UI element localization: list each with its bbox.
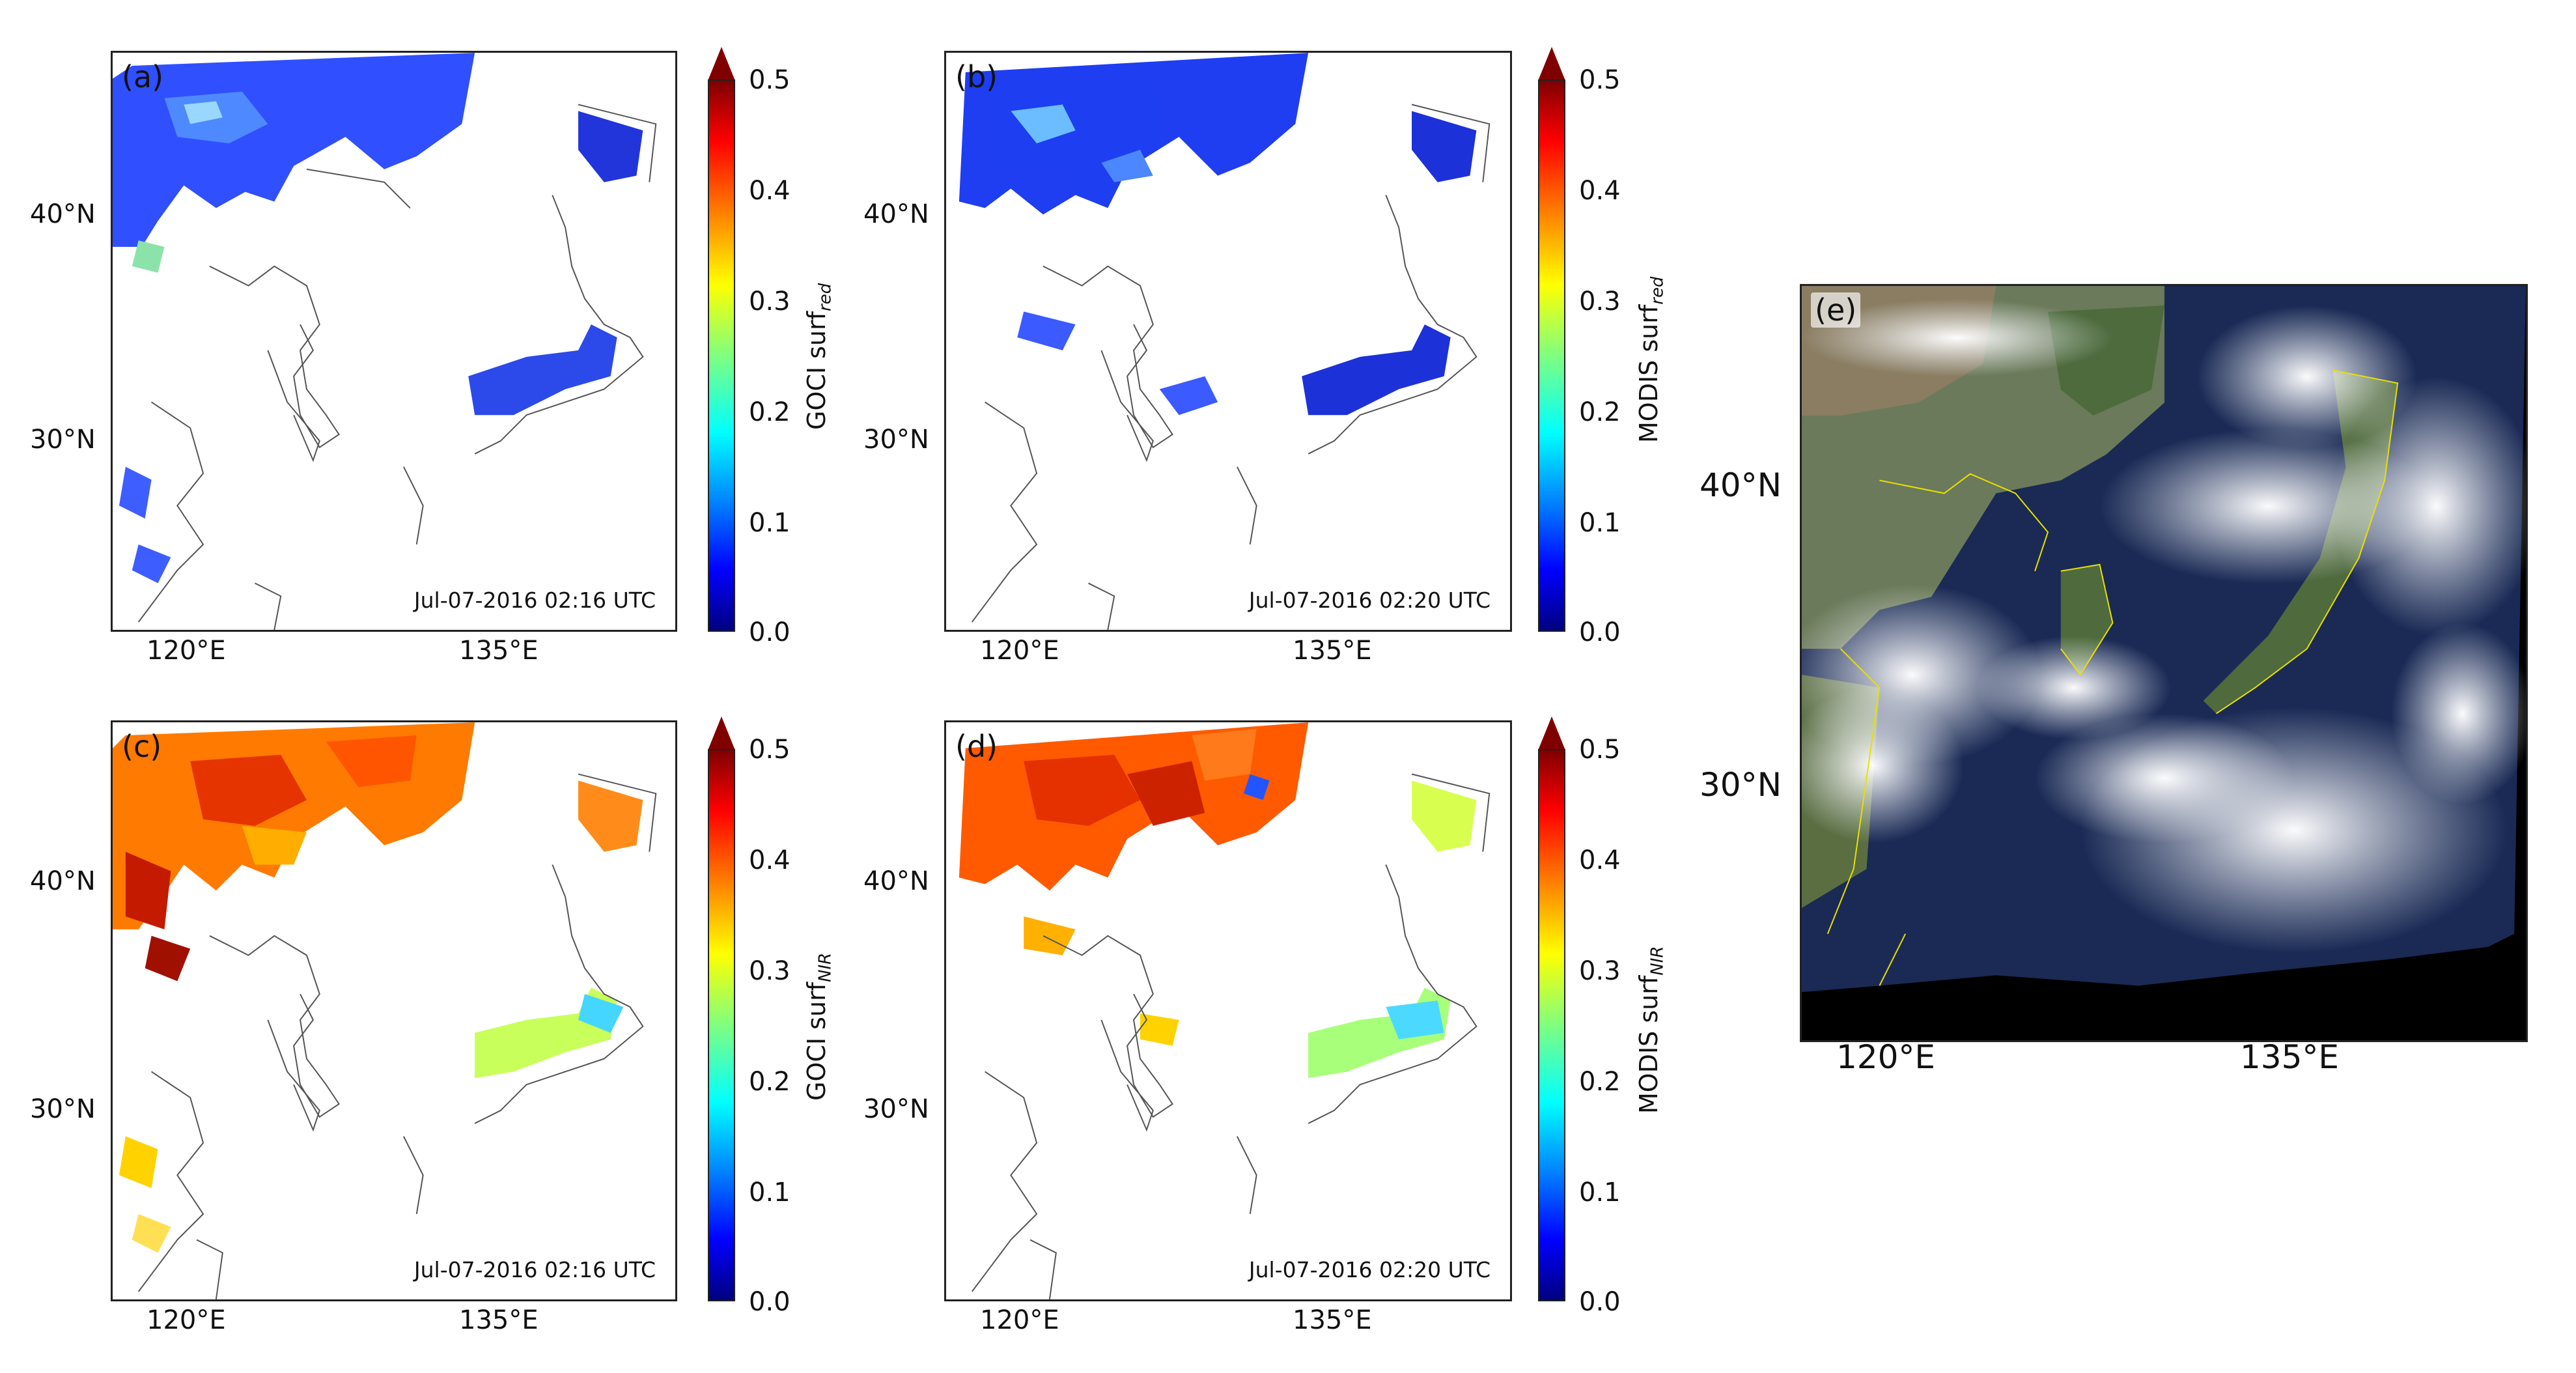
lat-tick-40-a: 40°N xyxy=(30,199,96,229)
panel-label-d: (d) xyxy=(955,729,998,764)
satellite-image-panel-e: (e) xyxy=(1800,284,2528,1042)
surf-red-data-a xyxy=(113,53,643,584)
colorbar-d xyxy=(1538,749,1565,1301)
cbar-tick-c-02: 0.2 xyxy=(749,1067,791,1097)
lat-tick-40-d: 40°N xyxy=(863,866,929,896)
coastline-c xyxy=(137,773,657,1299)
coastline-a xyxy=(137,104,657,630)
cbar-tick-c-03: 0.3 xyxy=(749,956,791,986)
timestamp-b: Jul-07-2016 02:20 UTC xyxy=(1248,587,1491,613)
colorbar-title-b: MODIS surfred xyxy=(1634,276,1668,443)
cbar-tick-a-03: 0.3 xyxy=(749,287,791,317)
lon-tick-135-c: 135°E xyxy=(459,1305,539,1335)
map-d-canvas xyxy=(959,722,1491,1299)
panel-label-b: (b) xyxy=(955,59,998,94)
satellite-coastline xyxy=(1827,369,2399,986)
lon-tick-120-d: 120°E xyxy=(980,1305,1059,1335)
panel-label-c: (c) xyxy=(122,729,162,764)
lat-tick-30-b: 30°N xyxy=(863,425,929,455)
cbar-tick-b-04: 0.4 xyxy=(1579,176,1621,206)
cbar-tick-c-01: 0.1 xyxy=(749,1178,791,1208)
lat-tick-40-e: 40°N xyxy=(1700,466,1782,504)
cbar-tick-b-03: 0.3 xyxy=(1579,287,1621,317)
colorbar-extend-b xyxy=(1538,47,1565,81)
cbar-tick-c-00: 0.0 xyxy=(749,1287,791,1317)
cbar-tick-d-04: 0.4 xyxy=(1579,845,1621,875)
cbar-tick-b-05: 0.5 xyxy=(1579,65,1621,95)
colorbar-extend-c xyxy=(708,716,735,750)
colorbar-a xyxy=(708,79,735,632)
map-panel-d: (d) Jul-07-2016 02:20 UTC xyxy=(944,720,1512,1301)
cbar-tick-b-02: 0.2 xyxy=(1579,397,1621,427)
cbar-tick-a-04: 0.4 xyxy=(749,176,791,206)
map-a-canvas xyxy=(113,53,657,630)
coastline-b xyxy=(971,104,1491,630)
lat-tick-30-d: 30°N xyxy=(863,1094,929,1124)
lon-tick-135-d: 135°E xyxy=(1293,1305,1372,1335)
surf-nir-data-c xyxy=(113,722,643,1253)
lon-tick-135-e: 135°E xyxy=(2240,1038,2340,1076)
lat-tick-40-b: 40°N xyxy=(863,199,929,229)
panel-label-a: (a) xyxy=(122,59,164,94)
cbar-tick-d-02: 0.2 xyxy=(1579,1067,1621,1097)
colorbar-title-c: GOCI surfNIR xyxy=(802,952,835,1101)
cbar-tick-a-05: 0.5 xyxy=(749,65,791,95)
lat-tick-40-c: 40°N xyxy=(30,866,96,896)
cbar-tick-d-00: 0.0 xyxy=(1579,1287,1621,1317)
coastline-d xyxy=(971,773,1491,1299)
colorbar-title-d: MODIS surfNIR xyxy=(1634,946,1668,1114)
lon-tick-120-e: 120°E xyxy=(1836,1038,1936,1076)
colorbar-extend-d xyxy=(1538,716,1565,750)
timestamp-a: Jul-07-2016 02:16 UTC xyxy=(413,587,656,613)
lon-tick-120-b: 120°E xyxy=(980,636,1059,666)
cbar-tick-a-02: 0.2 xyxy=(749,397,791,427)
colorbar-c xyxy=(708,749,735,1301)
map-c-canvas xyxy=(113,722,657,1299)
lon-tick-135-a: 135°E xyxy=(459,636,539,666)
map-panel-b: (b) Jul-07-2016 02:20 UTC xyxy=(944,51,1512,632)
cbar-tick-c-04: 0.4 xyxy=(749,845,791,875)
timestamp-c: Jul-07-2016 02:16 UTC xyxy=(413,1257,656,1282)
cbar-tick-c-05: 0.5 xyxy=(749,735,791,765)
colorbar-b xyxy=(1538,79,1565,632)
cbar-tick-a-01: 0.1 xyxy=(749,508,791,538)
surf-red-data-b xyxy=(959,53,1477,416)
lon-tick-135-b: 135°E xyxy=(1293,636,1372,666)
timestamp-d: Jul-07-2016 02:20 UTC xyxy=(1248,1257,1491,1282)
cbar-tick-d-01: 0.1 xyxy=(1579,1178,1621,1208)
colorbar-title-a: GOCI surfred xyxy=(802,283,835,430)
cbar-tick-b-01: 0.1 xyxy=(1579,508,1621,538)
lon-tick-120-c: 120°E xyxy=(147,1305,226,1335)
colorbar-extend-a xyxy=(708,47,735,81)
cbar-tick-d-03: 0.3 xyxy=(1579,956,1621,986)
surf-nir-data-d xyxy=(959,722,1477,1079)
map-b-canvas xyxy=(959,53,1491,630)
cbar-tick-d-05: 0.5 xyxy=(1579,735,1621,765)
map-panel-a: (a) Jul-07-2016 02:16 UTC xyxy=(111,51,677,632)
cbar-tick-a-00: 0.0 xyxy=(749,617,791,647)
satellite-true-color xyxy=(1802,286,2526,993)
lat-tick-30-c: 30°N xyxy=(30,1094,96,1124)
lat-tick-30-a: 30°N xyxy=(30,425,96,455)
map-panel-c: (c) Jul-07-2016 02:16 UTC xyxy=(111,720,677,1301)
cbar-tick-b-00: 0.0 xyxy=(1579,617,1621,647)
panel-label-e: (e) xyxy=(1811,292,1861,328)
lat-tick-30-e: 30°N xyxy=(1700,766,1782,804)
lon-tick-120-a: 120°E xyxy=(147,636,226,666)
